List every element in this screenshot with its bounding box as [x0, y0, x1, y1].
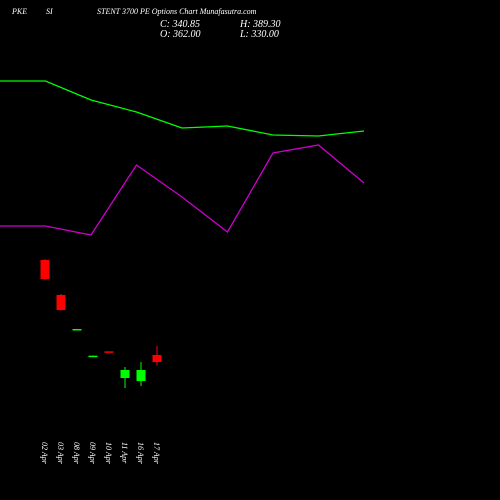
symbol: SI: [46, 7, 53, 16]
candle-body: [152, 355, 162, 363]
x-tick-label: 09 Apr: [88, 442, 97, 465]
x-tick-label: 02 Apr: [40, 442, 49, 465]
high-label: H: 389.30: [239, 19, 281, 30]
x-tick-label: 16 Apr: [136, 442, 145, 465]
candle-body: [104, 351, 114, 353]
candle-body: [120, 370, 130, 378]
symbol: PKE: [11, 7, 27, 16]
candle-body: [88, 355, 98, 358]
x-tick-label: 10 Apr: [104, 442, 113, 465]
low-label: L: 330.00: [239, 29, 279, 40]
indicator-line: [0, 80, 365, 137]
candle-body: [72, 329, 82, 331]
candle-body: [56, 295, 66, 310]
candle-body: [40, 260, 50, 279]
close-label: C: 340.85: [160, 19, 200, 30]
indicator-line: [0, 144, 365, 236]
chart-title: STENT 3700 PE Options Chart Munafasutra.…: [97, 7, 257, 16]
x-tick-label: 11 Apr: [120, 442, 129, 464]
candle-body: [136, 370, 146, 381]
x-tick-label: 08 Apr: [72, 442, 81, 465]
open-label: O: 362.00: [160, 29, 201, 40]
x-tick-label: 03 Apr: [56, 442, 65, 465]
x-tick-label: 17 Apr: [152, 442, 161, 465]
